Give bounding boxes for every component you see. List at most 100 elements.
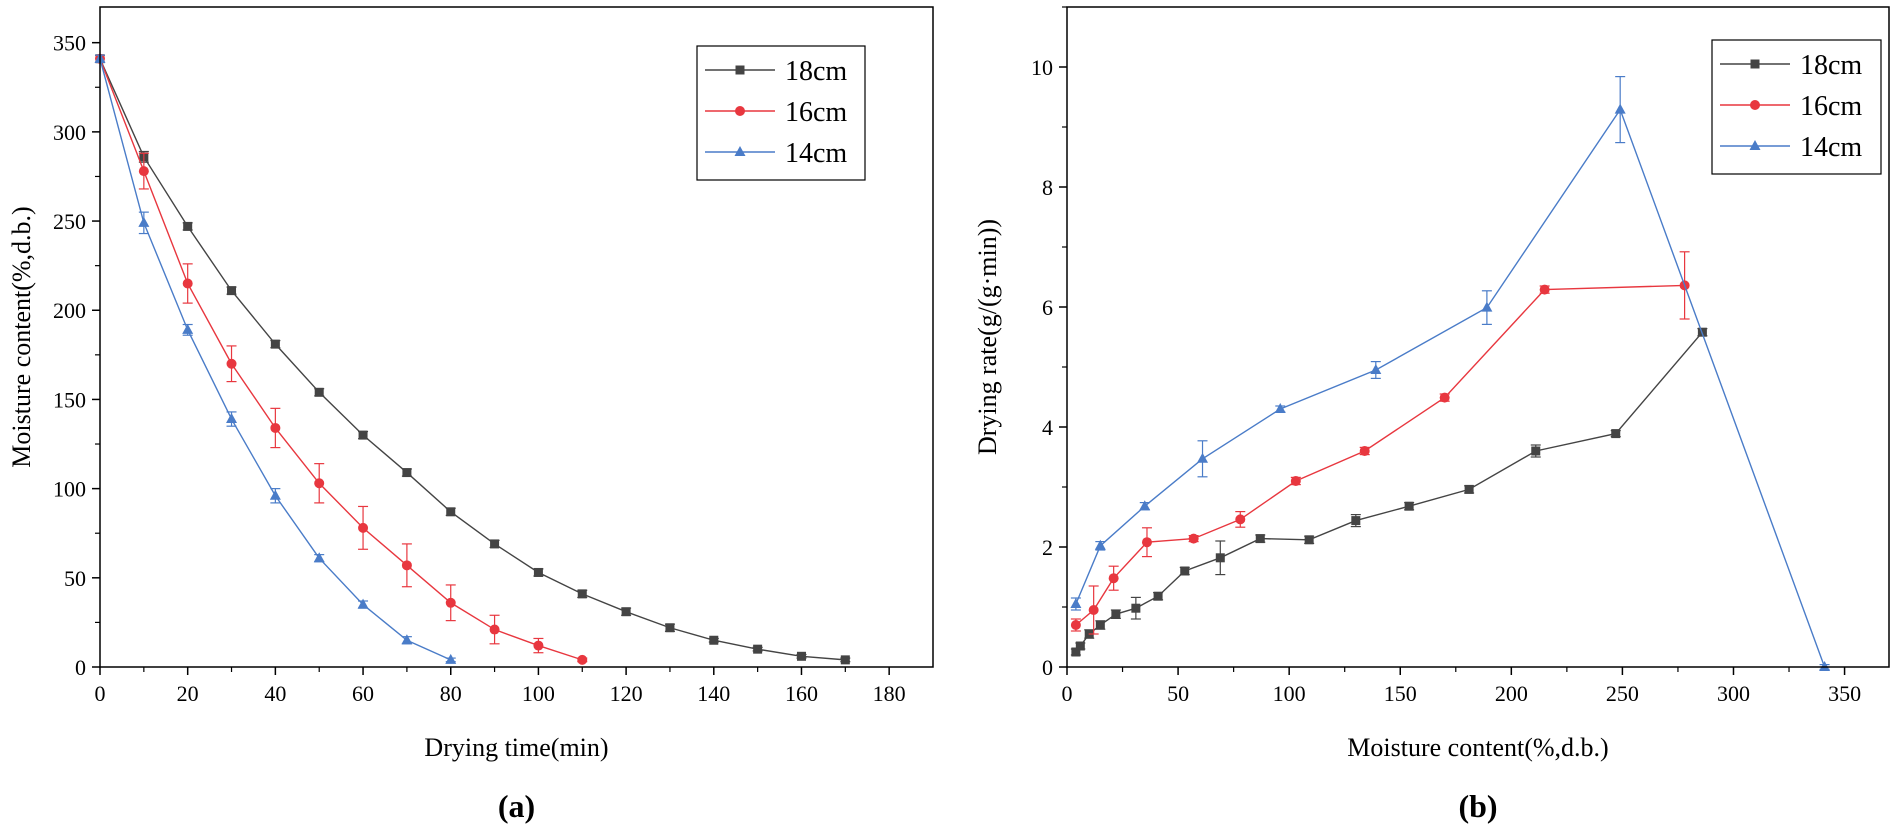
series-16cm	[95, 53, 588, 665]
data-point	[1611, 429, 1621, 439]
data-point	[1180, 566, 1190, 576]
x-tick-label: 0	[1062, 681, 1073, 706]
data-point	[313, 552, 325, 563]
data-point	[314, 478, 325, 489]
x-tick-label: 40	[264, 681, 286, 706]
y-tick-label: 300	[53, 120, 86, 145]
x-axis-title: Moisture content(%,d.b.)	[1347, 733, 1608, 762]
series-18cm	[1070, 327, 1708, 657]
x-tick-label: 250	[1606, 681, 1639, 706]
plot-frame	[99, 6, 934, 668]
data-point	[226, 413, 238, 424]
y-tick-label: 10	[1031, 55, 1053, 80]
legend-swatch-marker	[1749, 140, 1761, 150]
data-point	[1274, 403, 1286, 413]
data-point	[402, 468, 412, 478]
data-point	[138, 216, 150, 227]
series-line-18cm	[99, 58, 846, 661]
data-point	[270, 422, 281, 433]
data-point	[1088, 605, 1099, 615]
y-tick-label: 250	[53, 209, 86, 234]
data-point	[533, 567, 543, 577]
data-point	[401, 560, 412, 571]
x-tick-label: 160	[785, 681, 818, 706]
x-tick-label: 100	[1273, 681, 1306, 706]
data-point	[1351, 516, 1361, 526]
legend: 18cm 16cm 14cm	[696, 45, 866, 181]
data-point	[1235, 514, 1246, 525]
data-point	[840, 655, 850, 665]
legend-swatch-marker	[1750, 100, 1760, 110]
series-line-14cm	[1075, 108, 1826, 668]
data-point	[1188, 533, 1199, 544]
legend: 18cm 16cm 14cm	[1711, 39, 1882, 175]
plot-frame	[1066, 6, 1890, 668]
y-tick-label: 50	[64, 566, 86, 591]
data-point	[1094, 539, 1106, 550]
y-tick-label: 2	[1042, 535, 1053, 560]
data-point	[358, 430, 368, 440]
data-point	[1139, 500, 1151, 511]
x-tick-label: 120	[610, 681, 643, 706]
data-point	[1464, 484, 1474, 494]
y-tick-label: 8	[1042, 175, 1053, 200]
legend-label: 16cm	[1800, 91, 1862, 122]
data-point	[226, 358, 237, 369]
data-point	[445, 653, 457, 664]
data-point	[182, 278, 193, 289]
data-point	[1304, 535, 1314, 545]
legend-box	[696, 45, 866, 181]
x-tick-label: 200	[1495, 681, 1528, 706]
y-tick-label: 0	[1042, 655, 1053, 680]
data-point	[1819, 661, 1831, 671]
data-point	[665, 623, 675, 633]
panel-b: 0 50 100 150 200 250 300 350 0 2 4 6 8 10 Moisture con…	[973, 6, 1890, 824]
data-point	[1481, 301, 1493, 312]
data-point	[1070, 598, 1082, 608]
y-tick-label: 100	[53, 477, 86, 502]
data-point	[270, 339, 280, 349]
x-tick-label: 180	[873, 681, 906, 706]
data-point	[269, 489, 281, 500]
data-point	[621, 607, 631, 617]
data-point	[490, 539, 500, 549]
y-tick-label: 200	[53, 298, 86, 323]
y-tick-label: 4	[1042, 415, 1053, 440]
data-point	[709, 635, 719, 645]
x-tick-label: 80	[440, 681, 462, 706]
data-point	[1111, 609, 1121, 619]
y-axis-title: Moisture content(%,d.b.)	[7, 206, 36, 467]
data-point	[1071, 647, 1081, 657]
panel-label: (b)	[1458, 788, 1497, 824]
x-tick-label: 60	[352, 681, 374, 706]
x-axis-title: Drying time(min)	[424, 733, 608, 762]
legend-swatch-marker	[735, 65, 745, 75]
x-tick-label: 50	[1167, 681, 1189, 706]
y-axis-title: Drying rate(g/(g·min))	[973, 219, 1002, 455]
data-point	[1131, 603, 1141, 613]
legend-swatch-marker	[735, 106, 745, 116]
data-point	[1531, 446, 1541, 456]
data-point	[1095, 620, 1105, 630]
series-line-18cm	[1075, 331, 1703, 653]
data-point	[182, 323, 194, 334]
data-point	[446, 507, 456, 517]
data-point	[1215, 553, 1225, 563]
x-tick-label: 300	[1717, 681, 1750, 706]
x-tick-label: 100	[522, 681, 555, 706]
data-point	[1197, 452, 1209, 463]
data-point	[1075, 641, 1085, 651]
legend-label: 16cm	[785, 97, 847, 128]
data-point	[1439, 392, 1450, 403]
data-point	[445, 597, 456, 608]
x-tick-label: 150	[1384, 681, 1417, 706]
data-point	[401, 634, 413, 645]
series-18cm	[95, 54, 851, 665]
panel-a: 0 20 40 60 80 100 120 140 160 180 0 50 100 150 200 250 3…	[7, 6, 934, 824]
data-point	[577, 589, 587, 599]
legend-box	[1711, 39, 1882, 175]
y-tick-label: 6	[1042, 295, 1053, 320]
series-line-16cm	[99, 58, 583, 661]
